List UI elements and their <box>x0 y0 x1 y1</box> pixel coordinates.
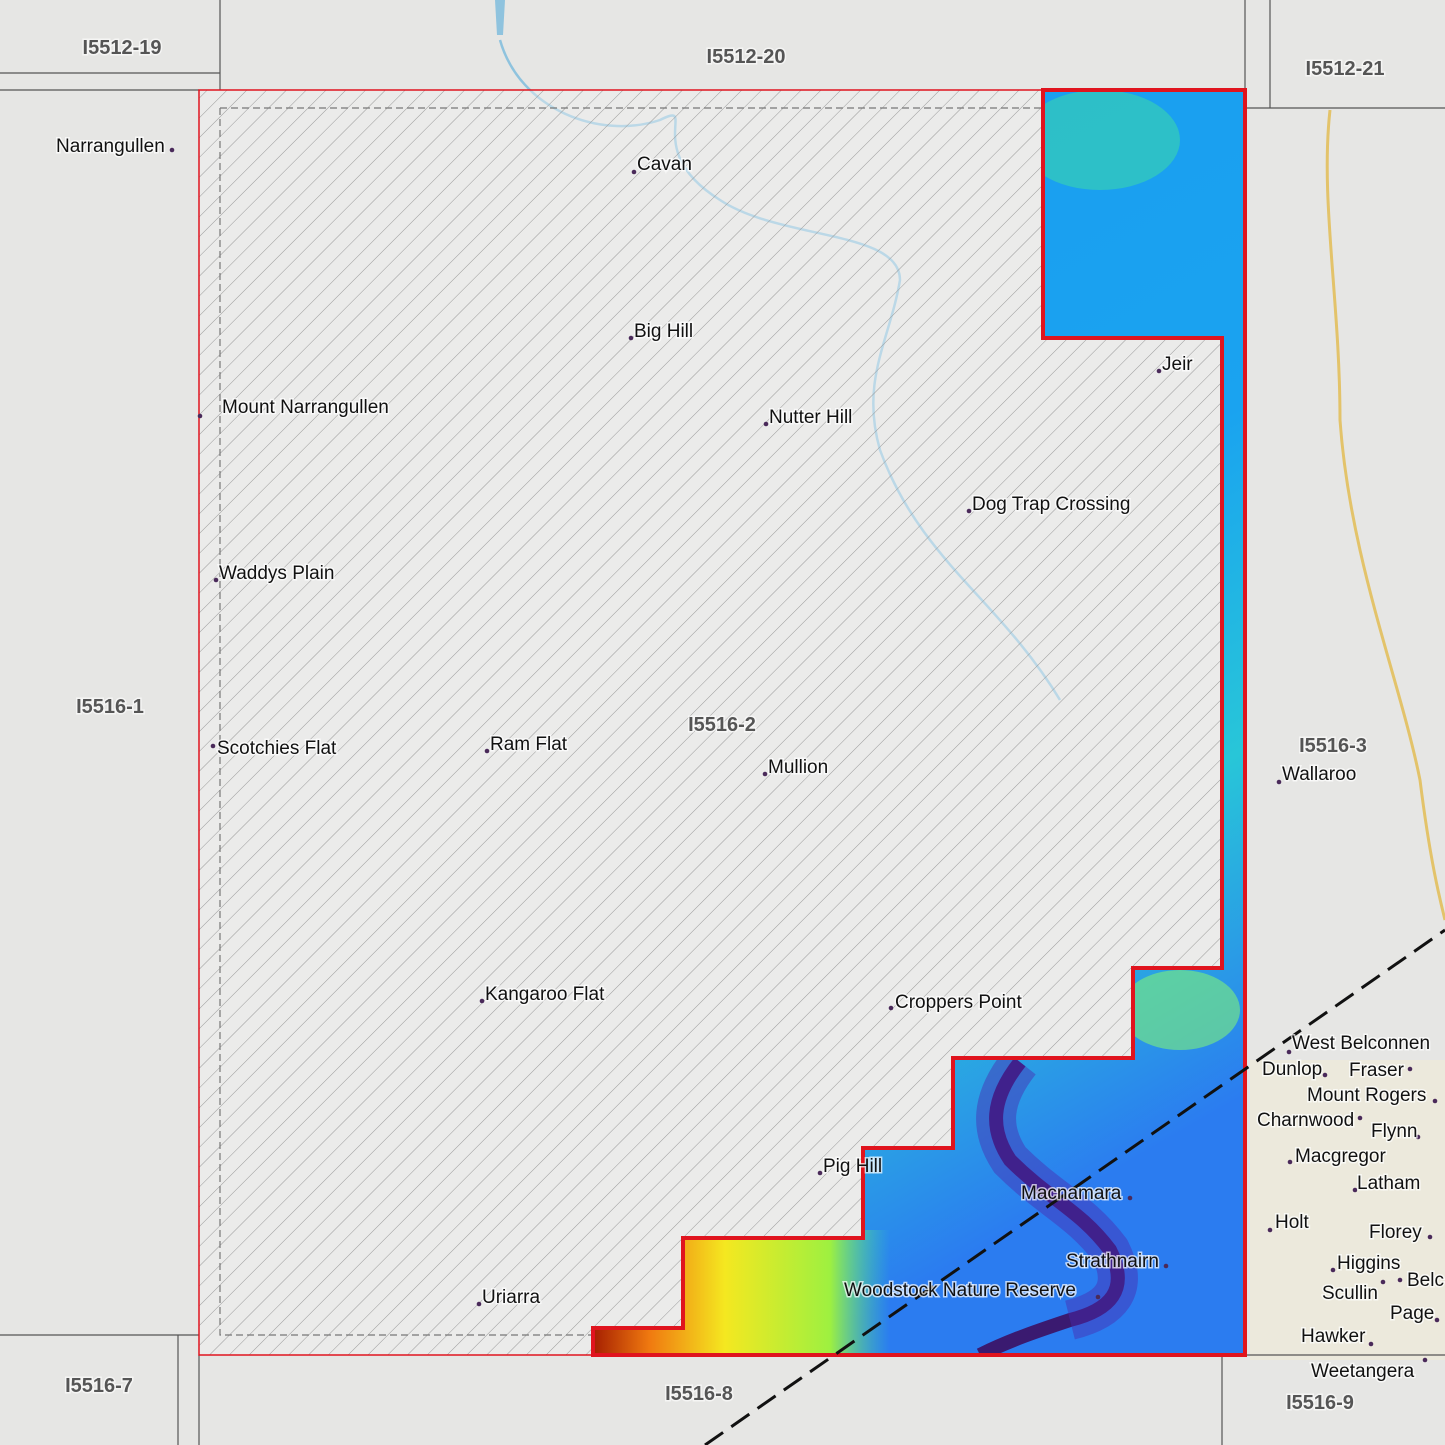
place-dot <box>762 771 768 777</box>
tile-label: I5516-8 <box>665 1383 733 1405</box>
place-label: Scullin <box>1322 1283 1378 1304</box>
road <box>1325 109 1445 921</box>
place-dot <box>1163 1263 1169 1269</box>
place-label: Cavan <box>637 154 692 175</box>
place-dot <box>1368 1341 1374 1347</box>
place-dot <box>484 748 490 754</box>
place-label: Mount Narrangullen <box>222 397 389 418</box>
place-label: Dunlop <box>1262 1059 1322 1080</box>
place-label: Waddys Plain <box>219 563 334 584</box>
place-label: Croppers Point <box>895 992 1022 1013</box>
place-label: Woodstock Nature Reserve <box>844 1280 1076 1301</box>
place-dot <box>213 577 219 583</box>
place-dot <box>817 1170 823 1176</box>
place-label: Jeir <box>1162 354 1193 375</box>
place-label: West Belconnen <box>1292 1033 1430 1054</box>
place-dot <box>169 147 175 153</box>
place-dot <box>1156 368 1162 374</box>
place-dot <box>1397 1277 1403 1283</box>
tile-label: I5516-1 <box>76 696 144 718</box>
place-dot <box>479 998 485 1004</box>
place-dot <box>476 1301 482 1307</box>
place-label: Macnamara <box>1021 1183 1122 1204</box>
lake <box>495 0 505 35</box>
place-dot <box>1427 1234 1433 1240</box>
place-dot <box>1286 1049 1292 1055</box>
place-dot <box>1380 1279 1386 1285</box>
place-label: Kangaroo Flat <box>485 984 605 1005</box>
place-label: Belc <box>1407 1270 1444 1291</box>
place-label: Mount Rogers <box>1307 1085 1426 1106</box>
place-dot <box>1407 1066 1413 1072</box>
place-dot <box>1330 1267 1336 1273</box>
place-label: Uriarra <box>482 1287 540 1308</box>
place-dot <box>1095 1294 1101 1300</box>
place-label: Latham <box>1357 1173 1420 1194</box>
tile-label: I5512-19 <box>83 37 162 59</box>
place-dot <box>631 169 637 175</box>
place-dot <box>1287 1159 1293 1165</box>
place-dot <box>966 508 972 514</box>
tile-label: I5516-2 <box>688 714 756 736</box>
place-dot <box>1127 1195 1133 1201</box>
tile-label: I5516-7 <box>65 1375 133 1397</box>
place-dot <box>1357 1115 1363 1121</box>
place-label: Florey <box>1369 1222 1422 1243</box>
place-dot <box>1422 1357 1428 1363</box>
place-dot <box>1352 1187 1358 1193</box>
place-dot <box>763 421 769 427</box>
place-label: Hawker <box>1301 1326 1366 1347</box>
place-dot <box>210 743 216 749</box>
tile-label: I5516-9 <box>1286 1392 1354 1414</box>
place-label: Weetangera <box>1311 1361 1415 1382</box>
place-label: Ram Flat <box>490 734 568 755</box>
hatch-pattern <box>199 90 1222 1355</box>
place-label: Big Hill <box>634 321 693 342</box>
place-label: Narrangullen <box>56 136 165 157</box>
place-label: Scotchies Flat <box>217 738 337 759</box>
place-label: Dog Trap Crossing <box>972 494 1130 515</box>
place-label: Page <box>1390 1303 1434 1324</box>
tile-label: I5512-20 <box>707 46 786 68</box>
tile-label: I5512-21 <box>1306 58 1385 80</box>
tile-label: I5516-3 <box>1299 735 1367 757</box>
suburb-area <box>1250 1060 1445 1360</box>
place-label: Fraser <box>1349 1060 1405 1081</box>
place-dot <box>1276 779 1282 785</box>
place-label: Flynn <box>1371 1121 1417 1142</box>
place-label: Holt <box>1275 1212 1310 1233</box>
place-label: Higgins <box>1337 1253 1400 1274</box>
place-dot <box>1434 1317 1440 1323</box>
place-label: Macgregor <box>1295 1146 1386 1167</box>
place-label: Pig Hill <box>823 1156 882 1177</box>
place-dot <box>1432 1098 1438 1104</box>
place-dot <box>888 1005 894 1011</box>
place-label: Wallaroo <box>1282 764 1356 785</box>
place-dot <box>1415 1134 1421 1140</box>
place-label: Mullion <box>768 757 828 778</box>
dashed-boundary <box>219 107 1043 1336</box>
place-dot <box>628 335 634 341</box>
place-label: Nutter Hill <box>769 407 852 428</box>
place-dot <box>1267 1227 1273 1233</box>
tile-outline <box>198 89 1246 1356</box>
place-label: Charnwood <box>1257 1110 1354 1131</box>
place-dot <box>197 413 203 419</box>
place-label: Strathnairn <box>1066 1251 1159 1272</box>
place-dot <box>1322 1072 1328 1078</box>
boundary-line <box>704 928 1445 1445</box>
